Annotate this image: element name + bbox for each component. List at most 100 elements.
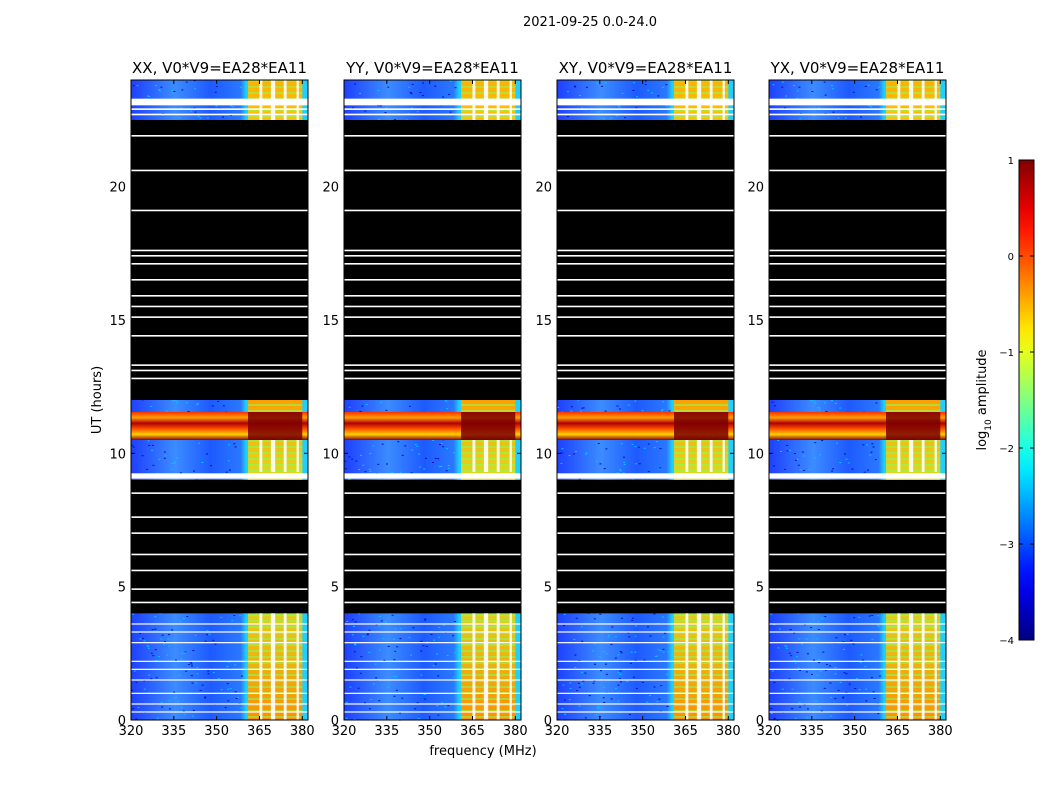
panel-title: YY, V0*V9=EA28*EA11 [345, 59, 519, 77]
flagged-row [769, 516, 946, 518]
blanked-channel [921, 80, 925, 120]
flagged-row [769, 305, 946, 308]
panel-frame [343, 79, 522, 721]
flagged-row [557, 631, 734, 633]
blanked-channel [270, 440, 276, 472]
flagged-row [557, 642, 734, 644]
panel-1: YY, V0*V9=EA28*EA11 320 335 350 365 380 0 5 10 15… [322, 59, 527, 739]
flagged-row [344, 492, 521, 494]
flagged-row [769, 369, 946, 372]
colorbar-tick-label: −4 [999, 636, 1014, 647]
blanked-channel [709, 613, 713, 720]
flagged-row [131, 295, 308, 297]
flagged-row [557, 601, 734, 604]
blanked-channel [696, 80, 702, 120]
flagged-row [557, 377, 734, 380]
panels: XX, V0*V9=EA28*EA11 320 335 350 365 380 0 5 10 15… [109, 59, 952, 739]
flagged-row [557, 169, 734, 172]
flagged-row [344, 703, 521, 705]
blanked-channel [934, 80, 937, 120]
blanked-channel [259, 80, 263, 120]
no-data-region [344, 480, 521, 614]
blanked-channel [296, 613, 299, 720]
flagged-row [344, 553, 521, 556]
x-tick-label: 350 [842, 724, 867, 739]
x-tick-label: 335 [374, 724, 399, 739]
flagged-row [769, 169, 946, 172]
flagged-row [557, 335, 734, 337]
flagged-row [344, 364, 521, 366]
flagged-row [344, 305, 521, 308]
colorbar-tick-label: −2 [999, 444, 1014, 455]
flagged-row [769, 642, 946, 644]
colorbar: 1 0 −1 −2 −3 −4 log10 amplitude [975, 156, 1035, 647]
flagged-row [557, 364, 734, 366]
blanked-channel [897, 80, 901, 120]
x-tick-label: 365 [673, 724, 698, 739]
flagged-row [131, 631, 308, 633]
blanked-channel [709, 440, 713, 472]
y-tick-label: 20 [747, 181, 764, 196]
flagged-row [557, 108, 734, 110]
blanked-channel [270, 80, 276, 120]
flagged-row [557, 135, 734, 137]
no-data-region [769, 120, 946, 400]
flagged-row [557, 692, 734, 694]
flagged-row [769, 660, 946, 662]
no-data-region [344, 120, 521, 400]
blanked-channel [897, 613, 901, 720]
flagged-row [557, 113, 734, 116]
flagged-row [769, 335, 946, 337]
flagged-row [131, 601, 308, 604]
flagged-row [557, 209, 734, 212]
flagged-row [131, 209, 308, 212]
rfi-band-block [674, 412, 729, 440]
y-tick-label: 15 [322, 314, 339, 329]
y-tick-label: 15 [535, 314, 552, 329]
y-tick-label: 20 [322, 181, 339, 196]
flagged-row [344, 263, 521, 265]
colorbar-gradient [1018, 159, 1035, 641]
flagged-row [769, 711, 946, 713]
blanked-channel [283, 80, 287, 120]
flagged-row [769, 316, 946, 318]
flagged-row [557, 660, 734, 662]
flagged-row [131, 113, 308, 116]
flagged-row [769, 679, 946, 681]
flagged-row [131, 377, 308, 380]
panel-0: XX, V0*V9=EA28*EA11 320 335 350 365 380 0 5 10 15… [109, 59, 314, 739]
blanked-channel [934, 613, 937, 720]
flagged-row [131, 532, 308, 534]
x-tick-label: 335 [587, 724, 612, 739]
flagged-row [131, 711, 308, 713]
flagged-row [769, 295, 946, 297]
y-tick-label: 5 [544, 581, 552, 596]
flagged-row [131, 108, 308, 110]
blanked-channel [722, 613, 725, 720]
flagged-row [344, 532, 521, 534]
blank-row [769, 98, 946, 106]
x-tick-label: 320 [332, 724, 357, 739]
y-tick-label: 5 [118, 581, 126, 596]
flagged-row [769, 553, 946, 556]
flagged-row [769, 108, 946, 110]
flagged-row [131, 516, 308, 518]
flagged-row [344, 108, 521, 110]
blanked-channel [509, 80, 512, 120]
flagged-row [344, 588, 521, 590]
flagged-row [344, 631, 521, 633]
flagged-row [344, 668, 521, 670]
blanked-channel [509, 613, 512, 720]
flagged-row [131, 255, 308, 257]
blank-row [557, 98, 734, 106]
no-data-region [131, 480, 308, 614]
blanked-channel [709, 80, 713, 120]
flagged-row [769, 668, 946, 670]
blanked-channel [259, 613, 263, 720]
panel-3: YX, V0*V9=EA28*EA11 320 335 350 365 380 0 5 10 15… [747, 59, 952, 739]
flagged-row [769, 703, 946, 705]
y-tick-label: 0 [118, 714, 126, 729]
flagged-row [769, 631, 946, 633]
flagged-row [769, 377, 946, 380]
